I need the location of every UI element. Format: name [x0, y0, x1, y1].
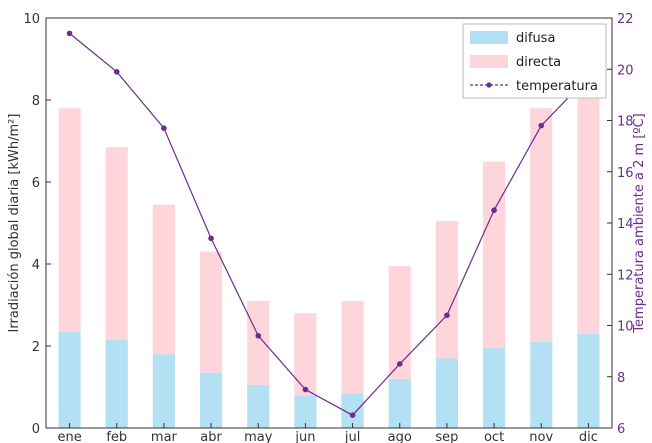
temperature-point-jul — [349, 412, 356, 418]
bar-directa-ene — [58, 108, 81, 332]
legend-swatch-directa — [470, 55, 508, 68]
bar-difusa-ago — [388, 378, 411, 428]
ytick-label-2: 2 — [32, 340, 40, 355]
xtick-label-ene: ene — [57, 430, 81, 443]
xtick-label-abr: abr — [200, 430, 222, 443]
xtick-label-may: may — [244, 430, 273, 443]
legend-label-difusa: difusa — [516, 31, 555, 46]
temperature-point-nov — [538, 122, 545, 129]
y2tick-label-18: 18 — [617, 115, 634, 130]
legend-swatch-temperatura-marker — [486, 82, 492, 88]
temperature-point-abr — [208, 235, 214, 242]
legend: difusa directa temperatura — [462, 23, 607, 99]
bar-directa-nov — [530, 108, 553, 342]
y2tick-label-22: 22 — [617, 12, 634, 27]
bar-difusa-mar — [152, 354, 176, 428]
temperature-point-feb — [113, 69, 120, 75]
right-axis-ticks: 6 8 10 12 14 16 18 20 22 — [607, 12, 634, 437]
bar-directa-sep — [435, 220, 459, 359]
temperature-point-mar — [161, 125, 167, 131]
legend-label-temperatura: temperatura — [516, 79, 598, 94]
left-axis-ticks: 0 2 4 6 8 10 — [23, 12, 51, 437]
temperature-point-ene — [66, 30, 73, 37]
bar-difusa-jul — [341, 393, 364, 428]
bar-directa-ago — [388, 266, 411, 379]
bar-directa-dic — [577, 91, 600, 334]
xtick-label-jun: jun — [294, 430, 315, 443]
xtick-label-ago: ago — [388, 430, 412, 443]
bar-directa-may — [247, 300, 270, 385]
temperature-point-oct — [491, 207, 497, 213]
bar-directa-jun — [294, 313, 317, 396]
temperature-line — [69, 32, 589, 416]
bar-difusa-sep — [435, 358, 459, 428]
temperature-point-sep — [444, 312, 450, 319]
legend-label-directa: directa — [516, 55, 561, 70]
temperature-point-jun — [302, 386, 309, 393]
bar-difusa-feb — [105, 339, 128, 428]
temperature-point-may — [255, 332, 262, 339]
temperature-point-ago — [396, 361, 403, 367]
xtick-label-feb: feb — [106, 430, 127, 443]
y2tick-label-14: 14 — [617, 217, 634, 232]
ytick-label-10: 10 — [23, 12, 40, 27]
bar-directa-jul — [341, 300, 364, 394]
bar-difusa-jun — [294, 395, 317, 428]
xtick-label-jul: jul — [344, 430, 360, 443]
y2tick-label-6: 6 — [617, 422, 625, 437]
xtick-label-dic: dic — [579, 430, 598, 443]
xtick-label-oct: oct — [484, 430, 504, 443]
y2tick-label-16: 16 — [617, 166, 634, 181]
bar-difusa-dic — [577, 333, 600, 428]
bar-directa-abr — [199, 251, 223, 373]
xtick-label-mar: mar — [151, 430, 178, 443]
bar-directa-oct — [482, 161, 506, 349]
y2tick-label-12: 12 — [617, 268, 634, 283]
y2-axis-label: Temperatura ambiente a 2 m [ºC] — [632, 113, 647, 333]
y2tick-label-10: 10 — [617, 320, 634, 335]
x-axis-ticks: ene feb mar abr may jun jul ago sep oct nov dic — [57, 423, 598, 443]
xtick-label-nov: nov — [529, 430, 553, 443]
y-axis-label: Irradiación global diaria [kWh/m²] — [7, 114, 22, 333]
bar-difusa-abr — [199, 372, 223, 428]
bar-difusa-oct — [482, 348, 506, 428]
bar-difusa-nov — [530, 341, 553, 428]
bar-difusa-may — [247, 384, 270, 428]
bar-directa-mar — [152, 204, 176, 355]
ytick-label-4: 4 — [32, 258, 40, 273]
legend-swatch-difusa — [470, 31, 508, 44]
bar-directa-feb — [105, 147, 128, 340]
y2tick-label-20: 20 — [617, 63, 634, 78]
ytick-label-8: 8 — [32, 94, 40, 109]
xtick-label-sep: sep — [435, 430, 458, 443]
ytick-label-6: 6 — [32, 176, 40, 191]
bars-layer — [58, 91, 600, 428]
bar-difusa-ene — [58, 331, 81, 428]
y2tick-label-8: 8 — [617, 371, 625, 386]
ytick-label-0: 0 — [32, 422, 40, 437]
